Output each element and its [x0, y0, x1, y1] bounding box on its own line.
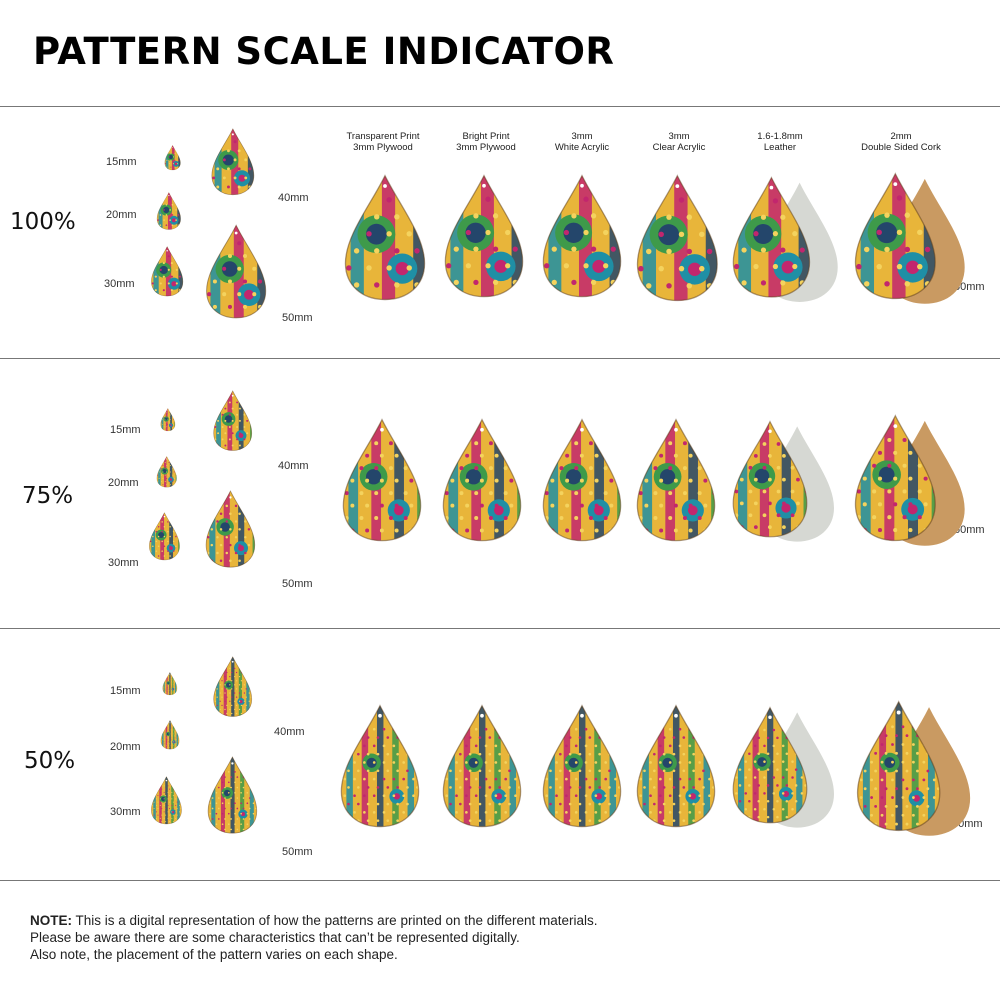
scale-percent-label: 75% — [22, 483, 74, 509]
leather-earring-graphic — [730, 706, 842, 832]
size-label-15mm: 15mm — [110, 685, 141, 697]
earring-graphic — [340, 418, 460, 544]
material-label-transparent-plywood: Transparent Print 3mm Plywood — [346, 131, 420, 153]
cork-earring-graphic — [852, 172, 982, 304]
earring-graphic — [442, 174, 560, 304]
size-label-60mm: 60mm — [954, 524, 985, 536]
earring-graphic — [206, 756, 280, 860]
divider — [0, 628, 1000, 629]
note-label: NOTE: — [30, 913, 72, 928]
scale-percent-label: 100% — [10, 209, 76, 235]
note-line-1: This is a digital representation of how … — [75, 913, 598, 928]
size-label-30mm: 30mm — [110, 806, 141, 818]
earring-graphic — [540, 174, 658, 304]
cork-earring-graphic — [852, 414, 982, 546]
earring-graphic — [212, 656, 270, 740]
disclaimer-note: NOTE: This is a digital representation o… — [30, 912, 598, 963]
earring-graphic — [160, 720, 188, 762]
size-label-60mm: 60mm — [954, 281, 985, 293]
size-label-20mm: 20mm — [106, 209, 137, 221]
material-label-leather: 1.6-1.8mm Leather — [757, 131, 803, 153]
earring-graphic — [148, 512, 194, 576]
scale-section-100: 100% 15mm 20mm 30mm 40mm 50mm 60mm — [0, 106, 1000, 358]
earring-graphic — [204, 490, 278, 596]
size-label-30mm: 30mm — [104, 278, 135, 290]
earring-graphic — [440, 704, 558, 832]
earring-graphic — [212, 390, 270, 474]
divider — [0, 106, 1000, 107]
earring-graphic — [164, 145, 188, 175]
earring-graphic — [540, 704, 658, 832]
earring-graphic — [150, 246, 198, 312]
size-label-20mm: 20mm — [108, 477, 139, 489]
material-label-clear-acrylic: 3mm Clear Acrylic — [652, 131, 706, 153]
leather-earring-graphic — [730, 420, 842, 544]
size-label-40mm: 40mm — [274, 726, 305, 738]
size-label-40mm: 40mm — [278, 192, 309, 204]
size-label-20mm: 20mm — [110, 741, 141, 753]
size-label-40mm: 40mm — [278, 460, 309, 472]
divider — [0, 358, 1000, 359]
size-label-50mm: 50mm — [282, 846, 313, 858]
size-label-50mm: 50mm — [282, 578, 313, 590]
scale-section-75: 75% 15mm 20mm 30mm 40mm 50mm 60mm — [0, 358, 1000, 628]
material-label-bright-plywood: Bright Print 3mm Plywood — [456, 131, 516, 153]
earring-graphic — [156, 456, 186, 498]
earring-graphic — [440, 418, 560, 544]
note-line-3: Also note, the placement of the pattern … — [30, 947, 398, 962]
page-title: PATTERN SCALE INDICATOR — [33, 30, 615, 73]
leather-earring-graphic — [730, 176, 846, 310]
earring-graphic — [342, 174, 462, 304]
cork-earring-graphic — [854, 700, 984, 836]
size-label-15mm: 15mm — [110, 424, 141, 436]
size-label-50mm: 50mm — [282, 312, 313, 324]
earring-graphic — [162, 672, 184, 704]
divider — [0, 880, 1000, 881]
earring-graphic — [634, 418, 752, 544]
earring-graphic — [338, 704, 456, 832]
size-label-30mm: 30mm — [108, 557, 139, 569]
earring-graphic — [634, 174, 757, 304]
earring-graphic — [156, 192, 192, 236]
earring-graphic — [540, 418, 658, 544]
material-label-white-acrylic: 3mm White Acrylic — [554, 131, 610, 153]
scale-section-50: 50% 15mm 20mm 30mm 40mm 50mm 60mm — [0, 628, 1000, 880]
earring-graphic — [150, 776, 196, 844]
earring-graphic — [204, 224, 294, 336]
earring-graphic — [160, 408, 182, 438]
earring-graphic — [634, 704, 752, 832]
earring-graphic — [210, 128, 274, 212]
size-label-15mm: 15mm — [106, 156, 137, 168]
scale-percent-label: 50% — [24, 748, 76, 774]
material-label-cork: 2mm Double Sided Cork — [861, 131, 941, 153]
note-line-2: Please be aware there are some character… — [30, 930, 520, 945]
